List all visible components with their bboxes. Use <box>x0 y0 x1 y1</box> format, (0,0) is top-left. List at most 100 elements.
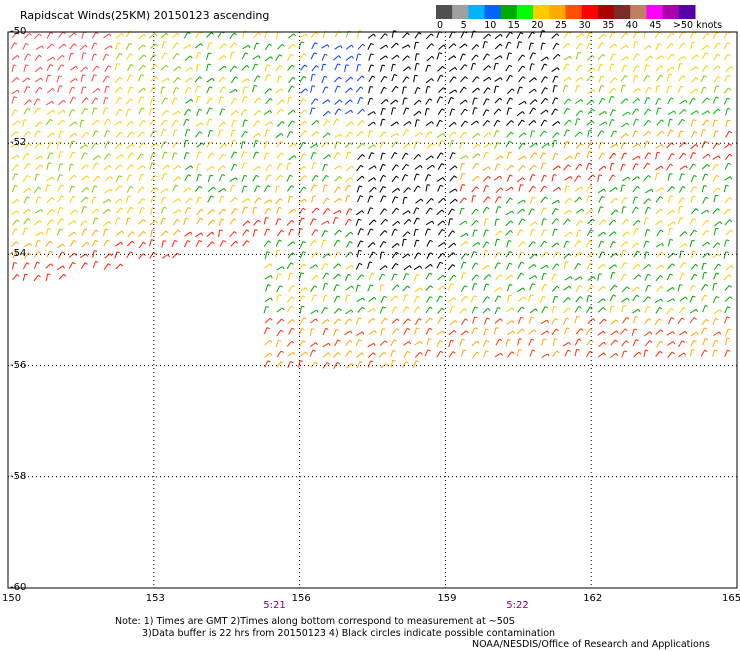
wind-barb <box>713 331 720 336</box>
wind-barb-flag <box>616 330 619 334</box>
wind-barb-flag <box>451 108 455 111</box>
wind-barb-flag <box>291 296 295 300</box>
wind-barb <box>229 88 236 94</box>
wind-barb-flag <box>167 164 170 168</box>
wind-barb-flag <box>303 153 307 156</box>
wind-barb-flag <box>707 110 711 114</box>
wind-barb-flag <box>73 174 77 178</box>
scale-label: 35 <box>602 20 615 31</box>
wind-barb-flag <box>176 32 180 36</box>
wind-barb-flag <box>672 252 676 256</box>
wind-barb <box>10 131 17 137</box>
wind-barb-flag <box>531 338 535 341</box>
wind-barb <box>114 143 120 150</box>
wind-barb-flag <box>431 155 434 159</box>
wind-barb-flag <box>509 284 513 286</box>
wind-barb-flag <box>636 65 640 68</box>
wind-barb-flag <box>693 229 697 233</box>
wind-barb <box>287 120 293 127</box>
wind-barb-flag <box>695 77 699 80</box>
wind-barb <box>334 45 341 50</box>
wind-barb <box>138 242 144 249</box>
wind-barb-flag <box>645 349 649 352</box>
wind-barb <box>369 186 375 193</box>
scale-swatch <box>452 5 469 19</box>
wind-barb <box>482 41 486 49</box>
wind-barb-flag <box>337 186 341 189</box>
wind-barb-flag <box>624 75 628 78</box>
wind-barb-flag <box>661 243 664 247</box>
wind-barb-flag <box>415 41 419 44</box>
wind-barb-flag <box>358 30 362 32</box>
wind-barb <box>598 165 605 171</box>
wind-barb <box>609 305 612 313</box>
wind-barb <box>667 239 671 247</box>
wind-barb <box>426 252 431 260</box>
wind-barb <box>22 208 30 214</box>
wind-barb-flag <box>626 56 630 60</box>
wind-barb <box>276 152 282 159</box>
wind-barb-flag <box>351 285 354 289</box>
wind-barb-flag <box>405 107 410 110</box>
wind-barb <box>126 207 132 214</box>
wind-barb-flag <box>695 88 699 92</box>
wind-barb <box>264 88 271 94</box>
wind-barb-flag <box>233 218 237 221</box>
wind-barb-flag <box>671 32 675 36</box>
wind-barb-flag <box>592 89 596 93</box>
wind-barb <box>643 162 648 170</box>
wind-barb-flag <box>340 45 343 49</box>
wind-barb <box>493 63 497 71</box>
wind-barb-flag <box>105 53 109 56</box>
wind-barb-flag <box>349 131 353 135</box>
wind-barb-flag <box>418 110 422 114</box>
wind-barb <box>183 187 190 193</box>
wind-barb <box>712 296 717 304</box>
wind-barb-flag <box>729 219 733 223</box>
wind-barb <box>333 197 341 203</box>
wind-barb <box>218 153 224 160</box>
wind-barb-flag <box>671 142 674 146</box>
wind-barb <box>725 120 728 128</box>
wind-barb-flag <box>305 287 308 291</box>
wind-barb <box>23 53 29 61</box>
wind-barb-flag <box>361 352 365 356</box>
wind-barb <box>677 352 685 358</box>
wind-barb-flag <box>58 75 63 78</box>
wind-barb <box>240 109 246 116</box>
wind-barb <box>655 152 658 160</box>
wind-barb <box>644 318 650 325</box>
wind-barb <box>644 207 649 214</box>
wind-barb <box>437 317 442 325</box>
wind-barb <box>103 221 110 227</box>
wind-barb-flag <box>511 186 514 190</box>
wind-barb <box>368 296 375 302</box>
wind-barb <box>138 74 142 82</box>
wind-barb-flag <box>500 352 504 357</box>
wind-barb <box>22 228 26 236</box>
wind-barb <box>80 152 85 160</box>
wind-barb-flag <box>557 67 560 71</box>
wind-barb-flag <box>543 272 547 275</box>
wind-barb-flag <box>704 327 708 330</box>
wind-barb-flag <box>108 65 112 68</box>
wind-barb-flag <box>543 218 547 220</box>
wind-barb-flag <box>95 97 99 101</box>
wind-barb <box>173 66 180 72</box>
wind-barb-flag <box>692 152 696 155</box>
wind-barb <box>185 66 192 72</box>
wind-barb <box>712 253 719 259</box>
wind-barb-flag <box>544 196 548 200</box>
wind-barb-flag <box>508 41 512 44</box>
wind-barb-flag <box>373 308 376 312</box>
wind-barb <box>493 120 498 127</box>
wind-barb-flag <box>439 119 443 123</box>
wind-barb <box>437 163 443 170</box>
wind-barb <box>609 241 614 249</box>
wind-barb <box>34 77 42 83</box>
wind-barb <box>252 207 255 215</box>
wind-barb <box>115 175 120 182</box>
wind-barb-flag <box>130 185 134 189</box>
wind-barb-flag <box>74 133 78 137</box>
